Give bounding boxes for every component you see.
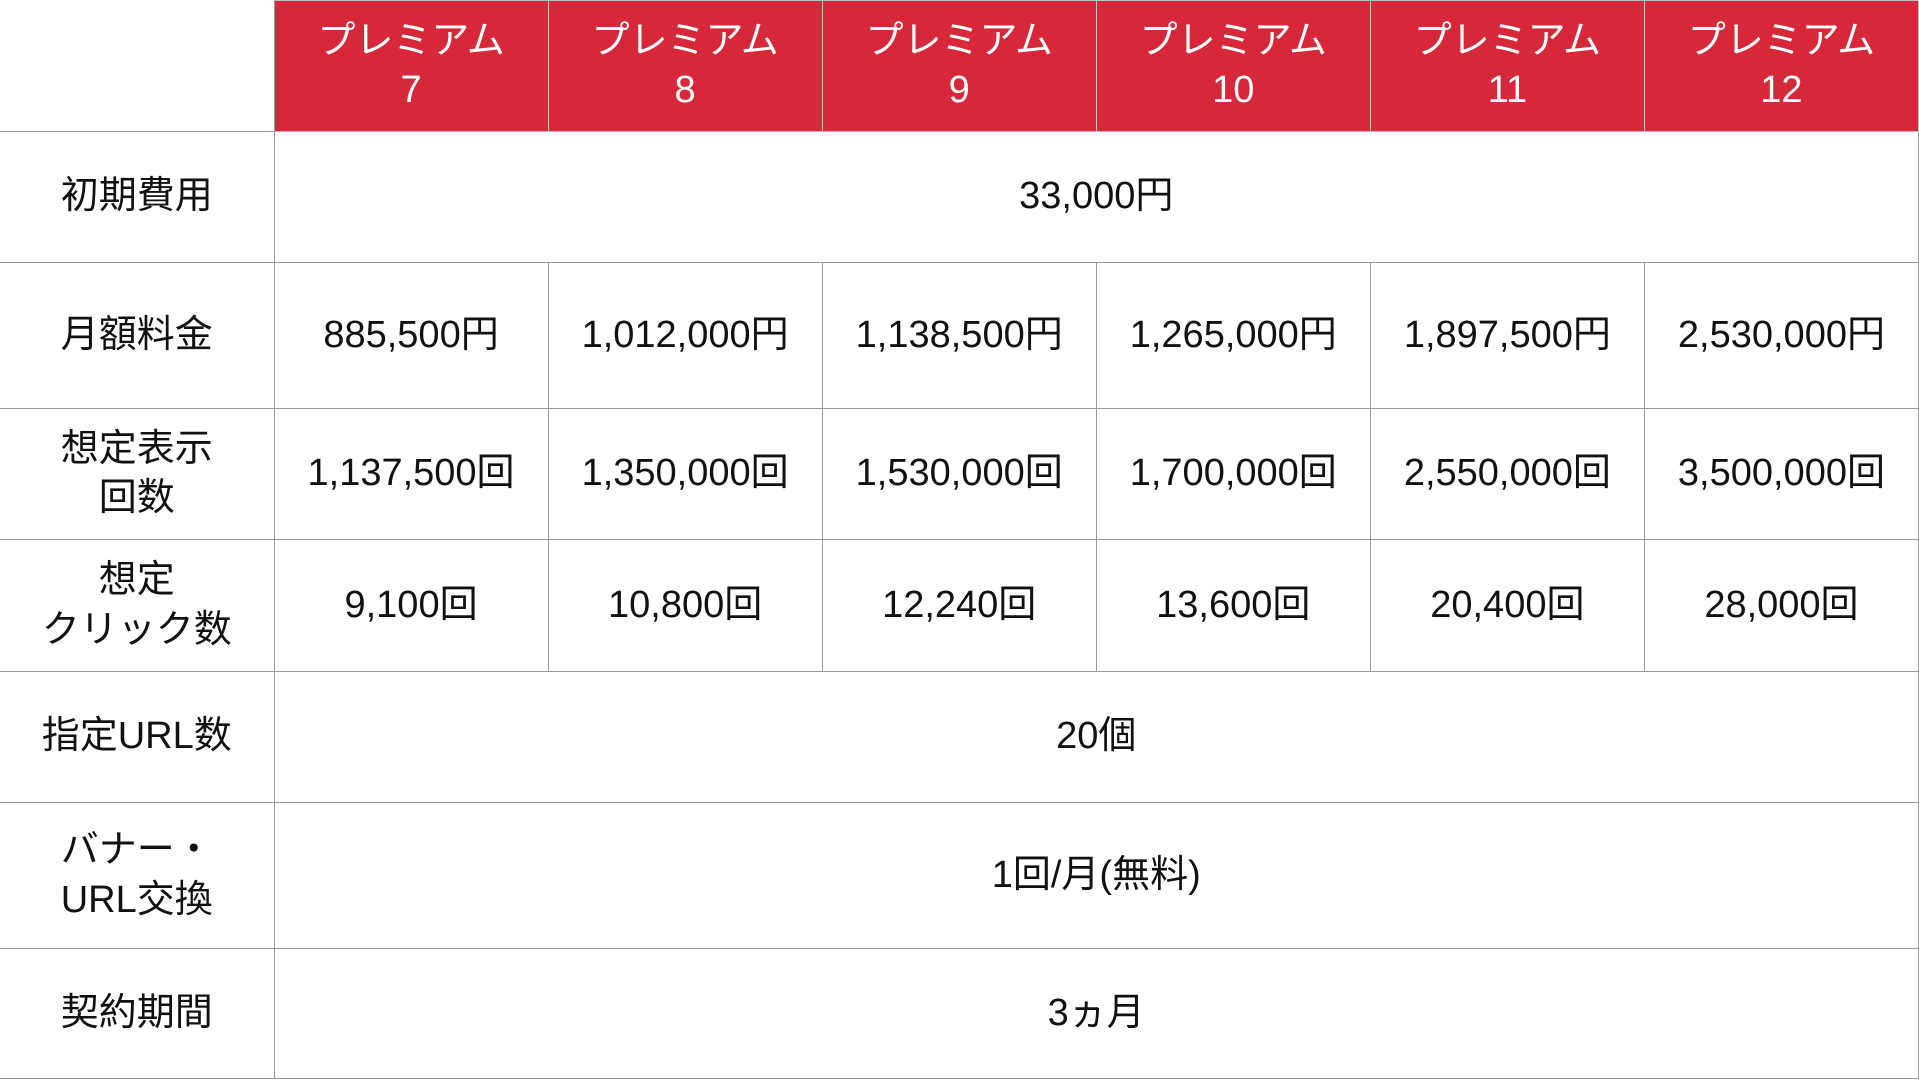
cell-value: 1,137,500回	[273, 408, 549, 540]
label-line: クリック数	[41, 608, 232, 651]
cell-value: 20,400回	[1369, 539, 1645, 672]
plan-header: プレミアム 9	[821, 0, 1097, 132]
label-line: バナー・	[60, 829, 213, 872]
row-urls: 指定URL数 20個	[0, 671, 1919, 803]
row-label: 指定URL数	[0, 671, 275, 803]
cell-value: 10,800回	[547, 539, 823, 672]
plan-name: プレミアム	[1687, 19, 1876, 62]
cell-value: 1回/月(無料)	[273, 802, 1919, 949]
plan-header: プレミアム 11	[1369, 0, 1645, 132]
cell-value: 12,240回	[821, 539, 1097, 672]
cell-value: 9,100回	[273, 539, 549, 672]
label-line: 回数	[98, 477, 175, 519]
plan-name: プレミアム	[1139, 19, 1327, 62]
plan-header: プレミアム 7	[273, 0, 549, 132]
row-label: 想定表示 回数	[0, 408, 275, 540]
cell-value: 1,530,000回	[821, 408, 1097, 540]
cell-value: 1,012,000円	[547, 262, 823, 409]
cell-value: 28,000回	[1643, 539, 1919, 672]
row-label: 契約期間	[0, 948, 275, 1079]
label-line: URL交換	[60, 878, 213, 921]
plan-number: 8	[674, 69, 696, 111]
plan-name: プレミアム	[317, 19, 505, 62]
cell-value: 1,897,500円	[1369, 262, 1645, 409]
cell-value: 3,500,000回	[1643, 408, 1919, 540]
cell-value: 33,000円	[273, 131, 1919, 263]
cell-value: 2,550,000回	[1369, 408, 1645, 540]
plan-header: プレミアム 12	[1643, 0, 1919, 132]
row-contract: 契約期間 3ヵ月	[0, 948, 1919, 1079]
row-label: バナー・ URL交換	[0, 802, 275, 949]
plan-number: 9	[948, 69, 970, 111]
plan-header: プレミアム 8	[547, 0, 823, 132]
cell-value: 1,700,000回	[1095, 408, 1371, 540]
cell-value: 2,530,000円	[1643, 262, 1919, 409]
plan-number: 7	[400, 69, 422, 111]
row-clicks: 想定クリック数 9,100回 10,800回 12,240回 13,600回 2…	[0, 539, 1919, 672]
plan-name: プレミアム	[1413, 19, 1602, 62]
plan-number: 10	[1212, 69, 1255, 111]
cell-value: 885,500円	[273, 262, 549, 409]
corner-cell	[0, 0, 275, 132]
cell-value: 13,600回	[1095, 539, 1371, 672]
row-banner-exchange: バナー・ URL交換 1回/月(無料)	[0, 802, 1919, 949]
cell-value: 1,350,000回	[547, 408, 823, 540]
plan-name: プレミアム	[591, 19, 779, 62]
row-label: 月額料金	[0, 262, 275, 409]
label-line: 想定	[98, 559, 175, 602]
row-label: 初期費用	[0, 131, 275, 263]
header-row: プレミアム 7 プレミアム 8 プレミアム 9 プレミアム 10 プレミアム 11 プレミ…	[0, 0, 1919, 132]
plan-header: プレミアム 10	[1095, 0, 1371, 132]
row-impressions: 想定表示 回数 1,137,500回 1,350,000回 1,530,000回 …	[0, 408, 1919, 540]
cell-value: 3ヵ月	[273, 948, 1919, 1079]
plan-number: 11	[1487, 69, 1528, 111]
plan-name: プレミアム	[865, 19, 1053, 62]
label-line: 想定表示	[60, 427, 213, 470]
row-label: 想定 クリック数	[0, 539, 275, 672]
cell-value: 1,138,500円	[821, 262, 1097, 409]
plan-number: 12	[1760, 69, 1803, 111]
row-monthly-fee: 月額料金 885,500円 1,012,000円 1,138,500円 1,26…	[0, 262, 1919, 409]
cell-value: 20個	[273, 671, 1919, 803]
row-initial-fee: 初期費用 33,000円	[0, 131, 1919, 263]
cell-value: 1,265,000円	[1095, 262, 1371, 409]
